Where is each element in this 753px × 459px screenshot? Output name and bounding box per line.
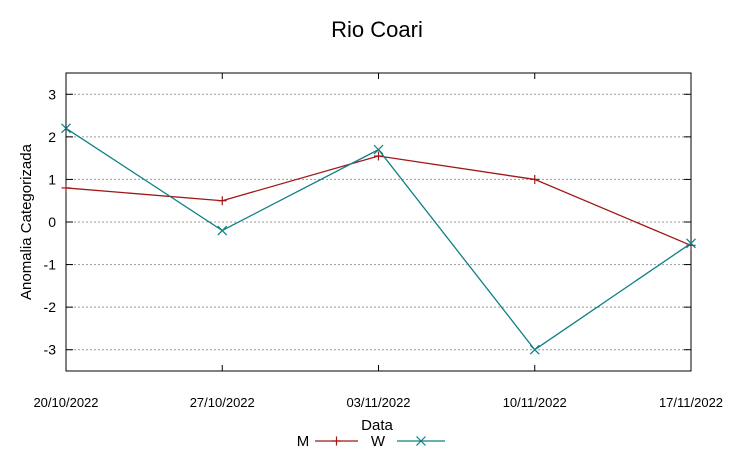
series-m-line — [65, 155, 692, 247]
legend-m-label: M — [297, 433, 310, 450]
series-w-line — [65, 127, 692, 351]
series-w-point-stroke — [686, 238, 696, 249]
y-axis-ticks: 3 2 1 0 -1 -2 -3 — [44, 86, 691, 358]
x-axis-label: Data — [361, 417, 393, 434]
x-tick-label: 17/11/2022 — [659, 395, 723, 410]
legend-m-marker — [332, 436, 341, 446]
y-tick-label: 0 — [48, 214, 56, 230]
series-w-point-stroke — [61, 123, 71, 134]
series-w-point — [61, 123, 71, 134]
y-tick-label: 3 — [48, 86, 56, 102]
series-w-point — [529, 344, 540, 355]
series-w-point — [686, 238, 696, 249]
series-m-point — [61, 183, 71, 193]
x-tick-label: 27/10/2022 — [190, 395, 255, 410]
series-w-point — [217, 225, 228, 236]
x-tick-label: 20/10/2022 — [33, 395, 98, 410]
gridlines — [66, 93, 691, 351]
series-m-point — [217, 196, 227, 206]
x-tick-label: 10/11/2022 — [503, 395, 567, 410]
y-tick-label: -2 — [44, 299, 57, 315]
y-tick-label: 2 — [48, 129, 56, 145]
x-tick-label: 03/11/2022 — [346, 395, 410, 410]
y-tick-label: -1 — [44, 257, 57, 273]
series-group — [61, 123, 696, 355]
legend-w-label: W — [371, 433, 386, 450]
series-w-point-stroke — [373, 144, 384, 155]
y-axis-label: Anomalia Categorizada — [18, 143, 35, 300]
y-tick-label: 1 — [48, 171, 56, 187]
legend-w-marker-stroke — [416, 436, 426, 446]
series-w-point-stroke — [217, 225, 228, 236]
legend-w-marker — [416, 436, 426, 446]
series-m-point — [374, 151, 383, 161]
y-tick-label: -3 — [44, 342, 57, 358]
series-w-point — [373, 144, 384, 155]
series-m-point — [530, 174, 540, 184]
x-axis-ticks: 20/10/2022 27/10/2022 03/11/2022 10/11/2022… — [33, 73, 723, 410]
chart-title: Rio Coari — [331, 17, 423, 42]
series-w-point-stroke — [529, 344, 540, 355]
